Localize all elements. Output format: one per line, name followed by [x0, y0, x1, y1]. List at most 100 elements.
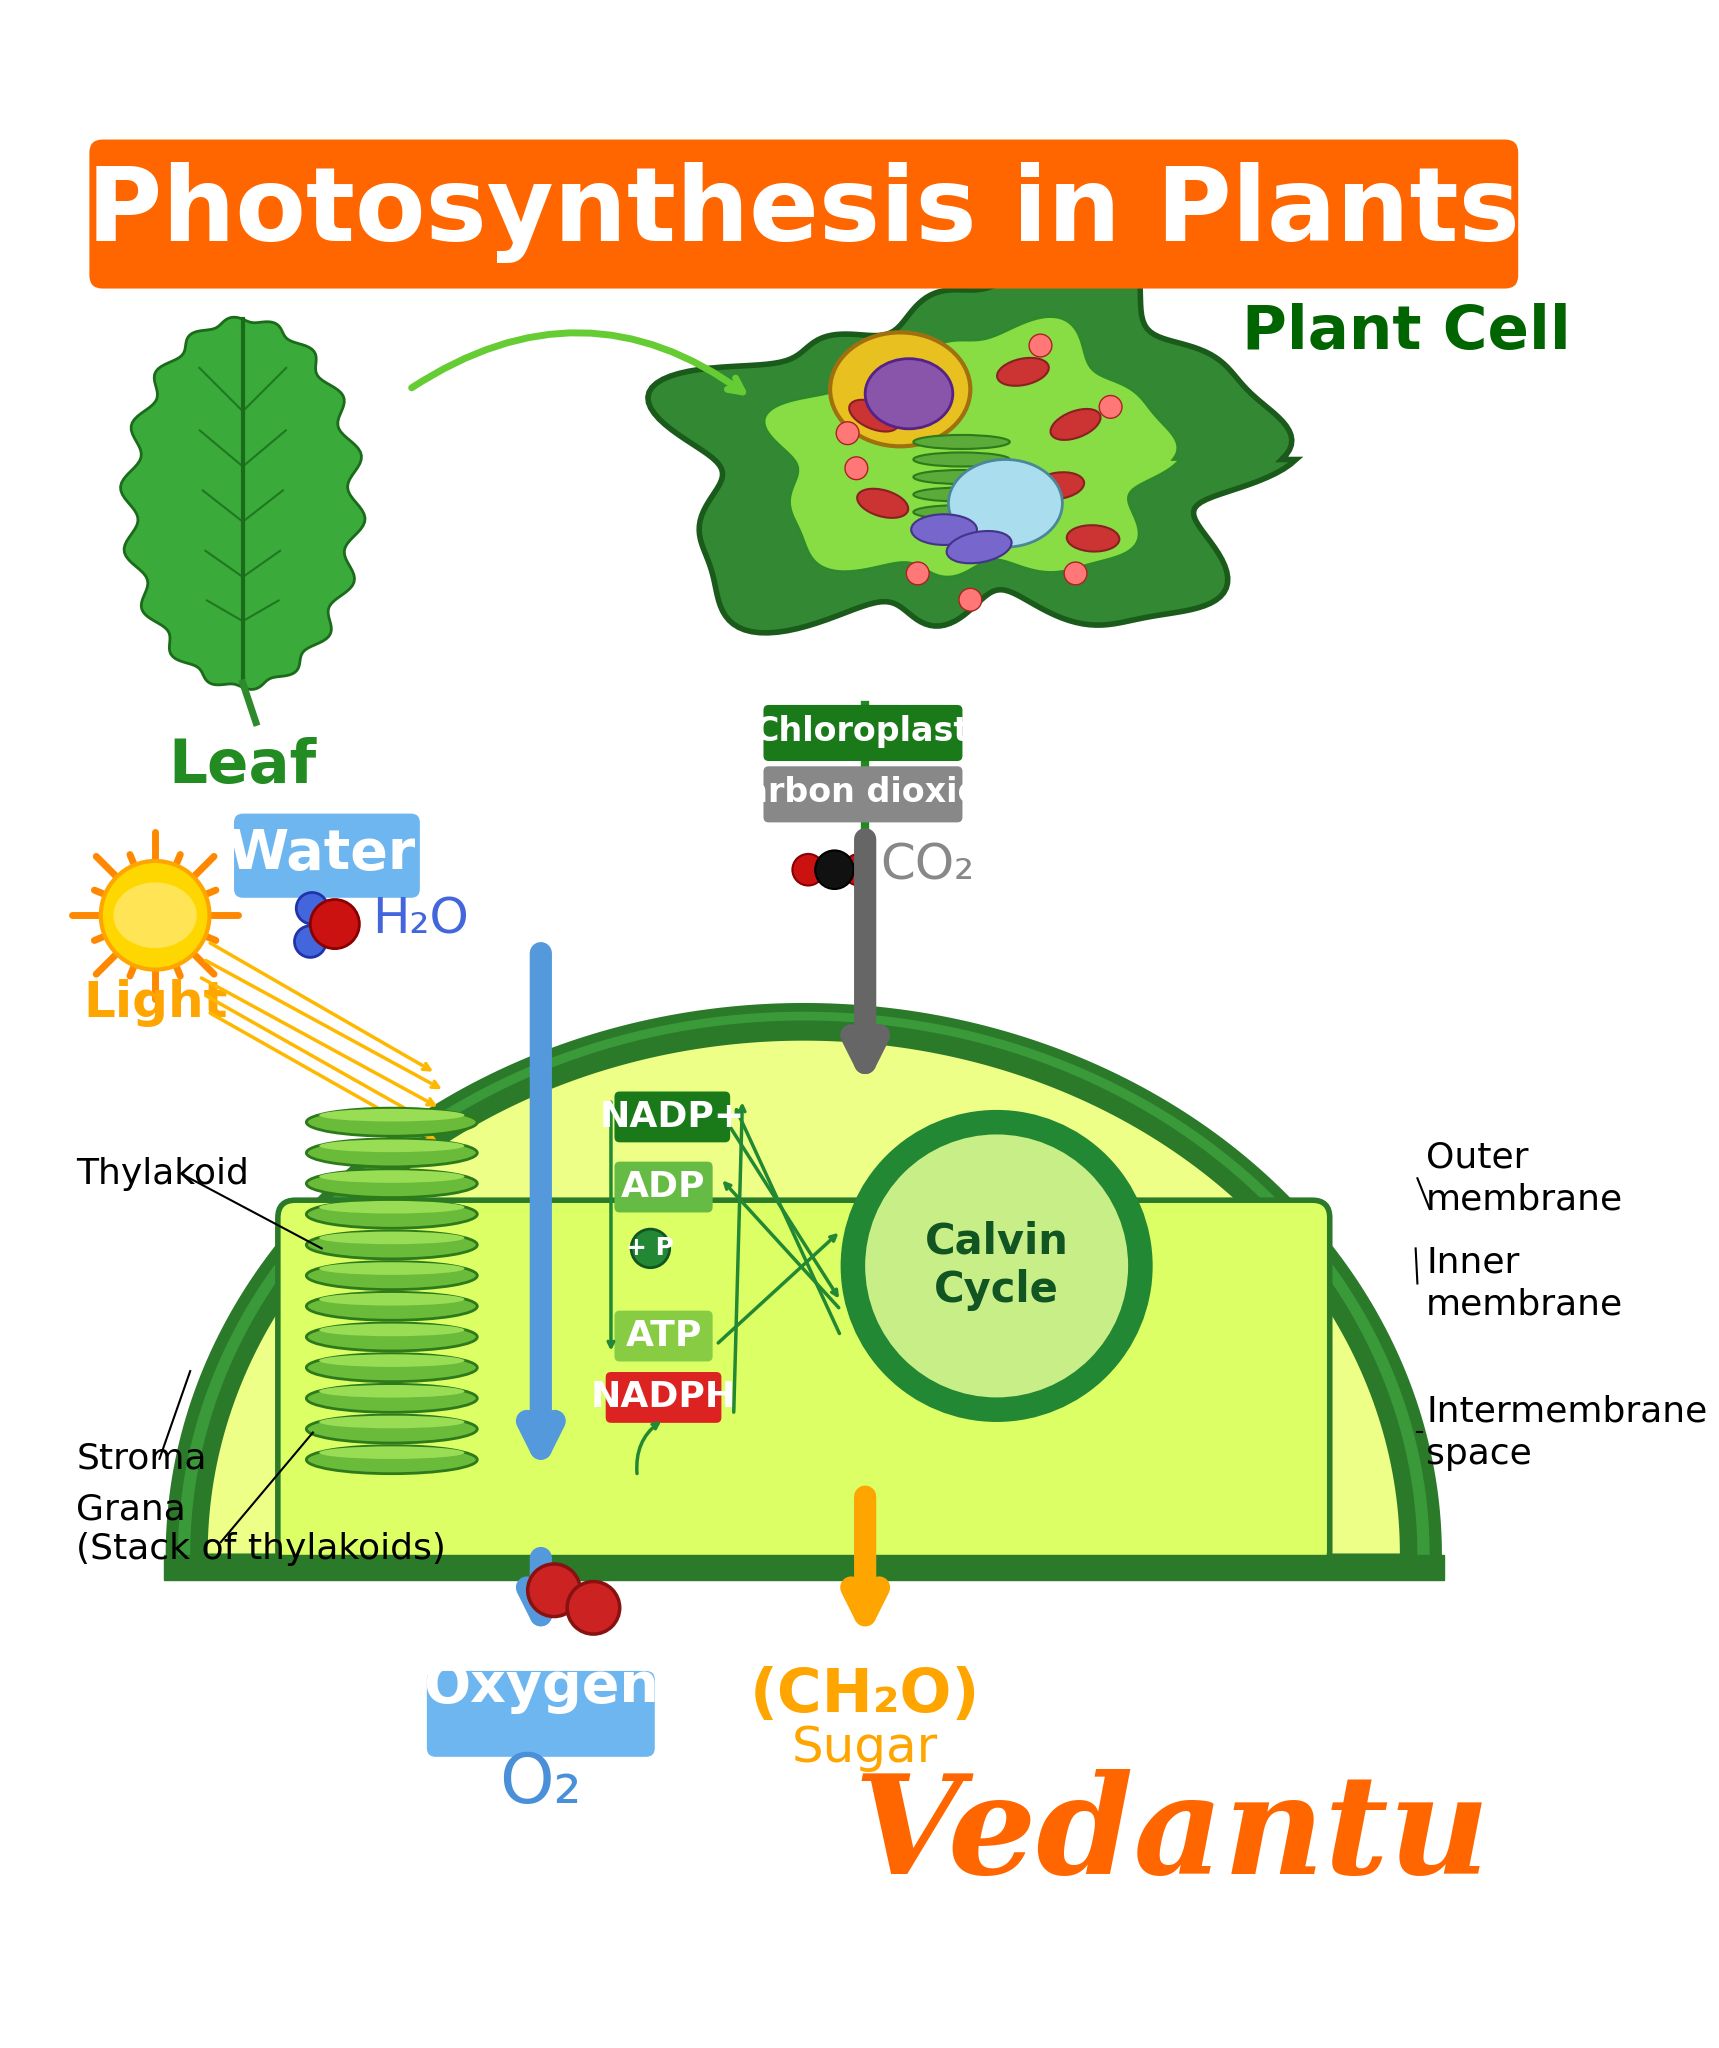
Circle shape [631, 1229, 670, 1268]
Ellipse shape [320, 1108, 464, 1122]
Ellipse shape [320, 1323, 464, 1335]
Circle shape [567, 1581, 621, 1634]
Ellipse shape [320, 1231, 464, 1245]
Ellipse shape [913, 469, 1009, 483]
Polygon shape [120, 317, 364, 690]
Ellipse shape [1050, 410, 1100, 440]
Ellipse shape [320, 1446, 464, 1458]
Polygon shape [763, 317, 1179, 578]
Circle shape [835, 422, 860, 444]
Circle shape [844, 854, 875, 885]
Circle shape [792, 854, 823, 885]
Text: Photosynthesis in Plants: Photosynthesis in Plants [88, 162, 1520, 262]
FancyBboxPatch shape [234, 813, 419, 897]
Text: Stroma: Stroma [76, 1442, 206, 1477]
Text: (CH₂O): (CH₂O) [749, 1665, 980, 1724]
Text: + P: + P [626, 1237, 674, 1260]
Ellipse shape [306, 1139, 478, 1167]
Ellipse shape [911, 514, 976, 545]
Text: Chloroplast: Chloroplast [755, 715, 970, 748]
Circle shape [294, 926, 327, 956]
Text: Sugar: Sugar [792, 1724, 939, 1772]
FancyBboxPatch shape [614, 1161, 713, 1212]
Text: Intermembrane
space: Intermembrane space [1427, 1395, 1707, 1470]
Polygon shape [648, 233, 1296, 633]
Circle shape [959, 588, 982, 610]
Text: Plant Cell: Plant Cell [1243, 303, 1571, 362]
Ellipse shape [858, 489, 908, 518]
Circle shape [1064, 561, 1086, 586]
Ellipse shape [113, 883, 196, 948]
Circle shape [296, 893, 328, 924]
Ellipse shape [306, 1415, 478, 1444]
Ellipse shape [320, 1262, 464, 1274]
Polygon shape [191, 1020, 1418, 1554]
Text: ATP: ATP [626, 1319, 701, 1354]
Ellipse shape [1067, 524, 1119, 551]
Polygon shape [179, 1012, 1430, 1554]
Text: Calvin
Cycle: Calvin Cycle [925, 1221, 1069, 1311]
Ellipse shape [913, 453, 1009, 467]
Text: Inner
membrane: Inner membrane [1427, 1245, 1623, 1321]
FancyBboxPatch shape [426, 1671, 655, 1757]
Ellipse shape [947, 530, 1011, 563]
Ellipse shape [320, 1139, 464, 1153]
Ellipse shape [320, 1384, 464, 1397]
Text: O₂: O₂ [500, 1749, 583, 1817]
Ellipse shape [830, 332, 970, 446]
Circle shape [815, 850, 854, 889]
Ellipse shape [306, 1262, 478, 1290]
Circle shape [1098, 395, 1123, 418]
Ellipse shape [997, 358, 1049, 385]
Text: Light: Light [83, 979, 227, 1026]
Text: Grana
(Stack of thylakoids): Grana (Stack of thylakoids) [76, 1493, 447, 1565]
Ellipse shape [306, 1323, 478, 1352]
Ellipse shape [1031, 473, 1085, 500]
FancyBboxPatch shape [605, 1372, 722, 1423]
Ellipse shape [306, 1446, 478, 1475]
Polygon shape [163, 1554, 1444, 1579]
Ellipse shape [913, 506, 1009, 518]
Ellipse shape [306, 1354, 478, 1382]
FancyBboxPatch shape [763, 705, 963, 762]
Circle shape [101, 860, 210, 969]
Ellipse shape [320, 1354, 464, 1366]
Ellipse shape [949, 459, 1062, 547]
Polygon shape [208, 1040, 1399, 1554]
Text: H₂O: H₂O [371, 895, 468, 944]
Ellipse shape [913, 487, 1009, 502]
Text: Leaf: Leaf [168, 737, 316, 797]
FancyBboxPatch shape [278, 1200, 1331, 1569]
Text: Thylakoid: Thylakoid [76, 1157, 249, 1190]
Ellipse shape [306, 1292, 478, 1321]
Ellipse shape [913, 522, 1009, 537]
Ellipse shape [913, 434, 1009, 449]
Text: NADP+: NADP+ [600, 1100, 744, 1135]
Circle shape [1030, 334, 1052, 356]
Text: Carbon dioxide: Carbon dioxide [720, 776, 1004, 809]
Circle shape [906, 561, 930, 586]
Ellipse shape [865, 358, 952, 428]
Ellipse shape [320, 1169, 464, 1184]
Polygon shape [165, 1004, 1442, 1554]
Text: Oxygen: Oxygen [423, 1659, 658, 1714]
FancyBboxPatch shape [614, 1092, 731, 1143]
Text: CO₂: CO₂ [880, 842, 975, 889]
Ellipse shape [320, 1200, 464, 1214]
Circle shape [528, 1565, 581, 1616]
Ellipse shape [306, 1200, 478, 1229]
Ellipse shape [306, 1231, 478, 1260]
Ellipse shape [306, 1384, 478, 1413]
Circle shape [311, 899, 359, 948]
Circle shape [846, 457, 868, 479]
Text: Water: Water [227, 827, 416, 881]
Ellipse shape [306, 1169, 478, 1198]
Text: Outer
membrane: Outer membrane [1427, 1141, 1623, 1217]
FancyBboxPatch shape [614, 1311, 713, 1362]
Circle shape [841, 1110, 1153, 1421]
Circle shape [865, 1135, 1128, 1397]
Ellipse shape [320, 1292, 464, 1305]
Text: ADP: ADP [621, 1169, 707, 1204]
Ellipse shape [849, 399, 899, 432]
FancyBboxPatch shape [89, 139, 1518, 289]
